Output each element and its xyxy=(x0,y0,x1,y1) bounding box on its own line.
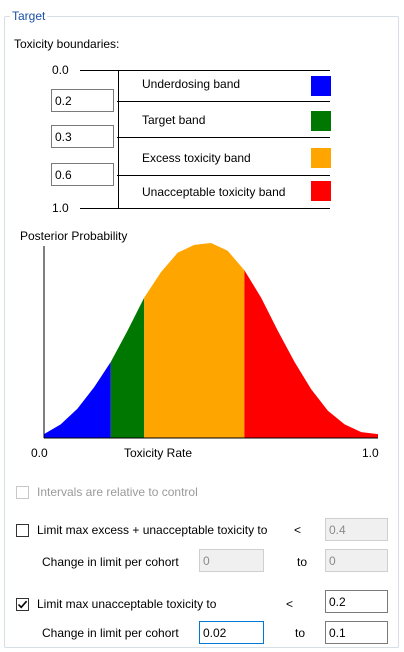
boundary-2-input[interactable] xyxy=(51,125,114,148)
relative-to-control-checkbox[interactable] xyxy=(16,486,29,499)
boundary-line-4 xyxy=(80,208,330,209)
underdosing-swatch xyxy=(311,76,331,96)
excess-change-input[interactable] xyxy=(199,549,264,572)
limit-excess-label: Limit max excess + unacceptable toxicity… xyxy=(37,523,268,537)
toxicity-boundaries-label: Toxicity boundaries: xyxy=(14,37,120,51)
limit-excess-lt: < xyxy=(294,523,302,537)
band-label-unacceptable: Unacceptable toxicity band xyxy=(142,185,286,199)
target-swatch xyxy=(311,111,331,131)
limit-unacceptable-checkbox[interactable] xyxy=(16,598,29,611)
boundary-1-input[interactable] xyxy=(51,89,114,112)
excess-swatch xyxy=(311,148,331,168)
limit-excess-checkbox[interactable] xyxy=(16,524,29,537)
target-groupbox xyxy=(4,16,399,648)
band-label-excess: Excess toxicity band xyxy=(142,151,251,165)
unacceptable-swatch xyxy=(311,181,331,201)
unacceptable-change-label: Change in limit per cohort xyxy=(42,626,179,640)
posterior-band-0 xyxy=(44,361,111,438)
boundary-top-label: 0.0 xyxy=(52,63,69,77)
excess-to-label: to xyxy=(297,555,308,569)
excess-to-input[interactable] xyxy=(325,549,388,572)
posterior-chart xyxy=(43,243,378,439)
unacceptable-change-input[interactable] xyxy=(199,621,264,644)
excess-change-label: Change in limit per cohort xyxy=(42,555,179,569)
boundary-line-1 xyxy=(117,101,330,102)
checkmark-icon xyxy=(17,600,28,609)
posterior-band-1 xyxy=(110,297,145,438)
chart-xlabel: Toxicity Rate xyxy=(124,446,193,460)
boundary-line-0 xyxy=(80,70,330,71)
limit-excess-input[interactable] xyxy=(325,518,388,541)
x-max-label: 1.0 xyxy=(362,446,379,460)
band-label-underdosing: Underdosing band xyxy=(142,77,241,91)
posterior-band-2 xyxy=(144,243,245,438)
boundary-line-2 xyxy=(117,137,330,138)
boundary-bottom-label: 1.0 xyxy=(52,201,69,215)
relative-to-control-label: Intervals are relative to control xyxy=(37,485,198,499)
limit-unacceptable-lt: < xyxy=(286,597,294,611)
x-min-label: 0.0 xyxy=(31,446,48,460)
posterior-band-3 xyxy=(244,270,378,438)
unacceptable-to-input[interactable] xyxy=(325,621,388,644)
band-bracket xyxy=(118,70,119,208)
limit-unacceptable-input[interactable] xyxy=(325,590,388,613)
limit-unacceptable-label: Limit max unacceptable toxicity to xyxy=(37,597,217,611)
chart-ylabel: Posterior Probability xyxy=(20,229,128,243)
group-title: Target xyxy=(10,9,48,23)
unacceptable-to-label: to xyxy=(295,626,306,640)
boundary-3-input[interactable] xyxy=(51,163,114,186)
band-label-target: Target band xyxy=(142,113,206,127)
boundary-line-3 xyxy=(117,175,330,176)
